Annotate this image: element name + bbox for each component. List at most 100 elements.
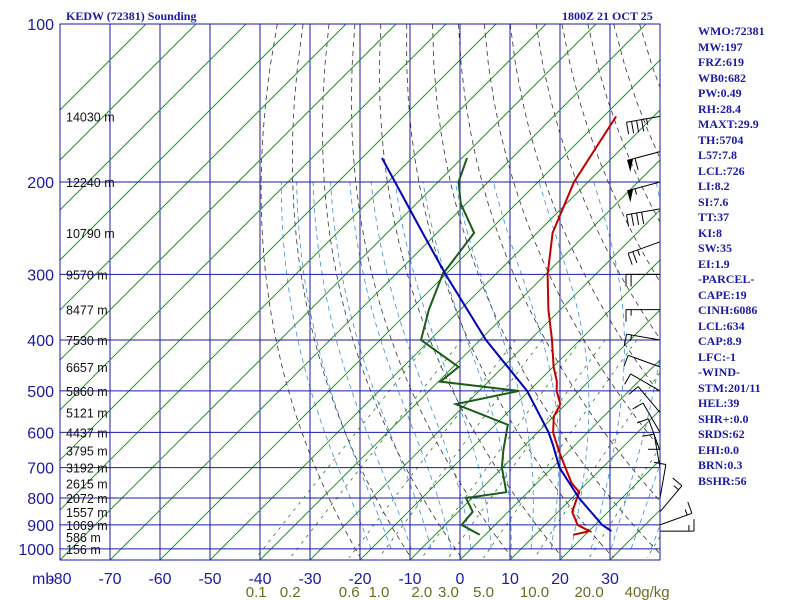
height-label: 12240 m [66,176,115,190]
mixing-ratio-label: 40g/kg [625,584,670,600]
temperature-tick-label: -30 [298,571,321,588]
wind-barb-full [624,373,632,385]
wind-barb [627,151,661,172]
wind-barb [628,386,661,413]
index-item: CAP:8.9 [698,334,742,348]
pressure-tick-label: 100 [27,17,54,34]
wind-barb [627,241,661,265]
wind-barb-staff [659,512,693,526]
mixing-ratio-line [289,339,462,559]
moist-adiabat [590,181,625,550]
wind-barb [659,477,683,513]
height-label: 2072 m [66,492,108,506]
isotherms [60,24,660,560]
wind-barb-staff [627,354,661,368]
dry-adiabat [350,24,513,559]
height-label: 5121 m [66,407,108,421]
wind-barb [627,181,661,203]
wind-barb [623,354,661,368]
height-label: 5860 m [66,385,108,399]
moist-adiabat [349,181,452,549]
pressure-tick-label: 700 [27,461,54,478]
index-item: LI:8.2 [698,179,730,193]
index-item: KI:8 [698,225,722,240]
wind-barb-full [627,253,633,265]
index-item: LCL:726 [698,163,745,178]
skewed-isotherm [159,59,660,560]
moist-adiabat [280,181,372,550]
temperature-tick-label: 30 [601,571,619,588]
dry-adiabat [291,24,412,559]
height-label: 1069 m [66,519,108,533]
wind-barb-full [641,119,645,132]
index-item: SHR+:0.0 [698,411,749,426]
wind-barb-staff [630,373,661,392]
mixing-ratio-line [534,371,660,559]
wind-barb-full [641,212,645,225]
index-item: TH:5704 [698,132,744,147]
wind-barb-full [672,477,683,487]
temperature-tick-label: -80 [48,571,71,588]
mixing-ratio-labels: 0.1 0.2 0.6 1.0 2.0 3.0 5.0 10.0 20.0 40g/kg [246,584,670,600]
skewed-isotherm [409,309,660,560]
skewed-isotherm [359,259,660,560]
wind-barb-staff [659,464,667,499]
index-item: HEL:39 [698,396,740,410]
skewed-isotherm [60,24,597,560]
mixing-ratio-line [588,446,660,559]
wind-barb-full [642,433,655,437]
temperature-tick-labels: -80 -70 -60 -50 -40 -30 -20 -10 0 10 20 30 [48,571,619,588]
skewed-isotherm [60,24,547,511]
index-item: BRN:0.3 [698,458,743,472]
wind-barb-half [634,188,638,195]
index-item: EI:1.9 [698,256,730,271]
moist-adiabat [538,181,590,549]
height-label: 2615 m [66,477,108,491]
skewed-isotherm [459,359,660,560]
wind-barb-flag [627,189,634,203]
index-item: WB0:682 [698,70,746,85]
dry-adiabat [321,24,463,559]
wind-barb [659,501,693,526]
wind-barb-staff [626,208,661,216]
index-item: -PARCEL- [698,272,755,286]
height-label: 3795 m [66,445,108,459]
index-item: L57:7.8 [698,148,737,162]
index-item: STM:201/11 [698,380,761,395]
skewed-isotherm [109,24,647,560]
wind-barb-half [673,485,679,491]
wind-barb-full [626,122,630,135]
wind-barbs [623,115,695,532]
valid-time: 1800Z 21 OCT 25 [562,9,653,23]
pressure-tick-labels: 100 200 300 400 500 600 700 800 900 1000 [18,17,54,559]
index-item: SI:7.6 [698,194,729,209]
wind-barb [625,273,660,287]
temperature-tick-label: 20 [551,571,569,588]
chart-title: KEDW (72381) Sounding [66,9,197,23]
wind-barb-staff [627,241,661,254]
dry-adiabat [378,24,564,559]
mixing-ratio-line [378,339,543,559]
height-label: 3192 m [66,462,108,476]
wind-barb-full [631,121,635,134]
index-item: CINH:6086 [698,303,758,317]
wind-barb-staff [637,386,661,413]
index-item: MW:197 [698,39,743,54]
index-item: CAPE:19 [698,287,747,302]
parcel-profile-line [381,157,612,532]
skewed-isotherm [60,24,247,211]
wind-barb-full [632,251,638,264]
skewed-isotherm [60,24,347,311]
pressure-tick-label: 600 [27,425,54,442]
temperature-tick-label: -60 [148,571,171,588]
dry-adiabat [561,24,660,283]
wind-barb [626,208,661,227]
wind-barb [625,309,660,322]
wind-barb-full [626,214,630,227]
dry-adiabat [769,24,800,558]
index-item: LCL:634 [698,318,745,333]
index-item: SRDS:62 [698,427,745,441]
temperature-tick-label: -50 [198,571,221,588]
mixing-ratio-label: 1.0 [368,584,389,600]
moist-adiabat [330,181,432,550]
